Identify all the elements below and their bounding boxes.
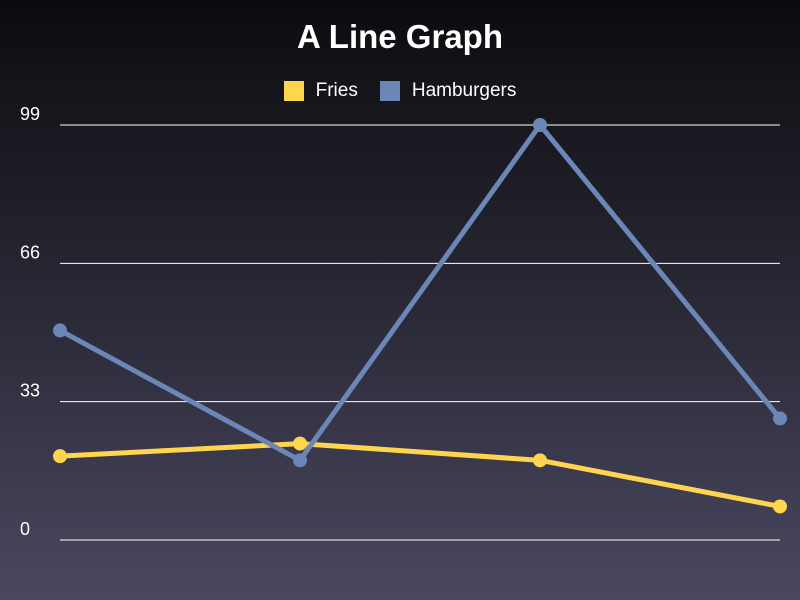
y-axis-ticks: 0 33 66 99 bbox=[20, 104, 40, 539]
legend-swatch-hamburgers bbox=[379, 81, 400, 101]
chart-legend: Fries Hamburgers bbox=[0, 80, 800, 102]
legend-item-fries[interactable]: Fries bbox=[283, 80, 358, 102]
data-point-hamburgers-3[interactable] bbox=[773, 411, 787, 426]
y-tick-label-0: 0 bbox=[20, 519, 30, 539]
series-points bbox=[53, 118, 787, 514]
y-tick-label-66: 66 bbox=[20, 242, 40, 262]
legend-item-hamburgers[interactable]: Hamburgers bbox=[379, 80, 517, 102]
chart-title: A Line Graph bbox=[297, 18, 503, 55]
data-point-hamburgers-1[interactable] bbox=[293, 453, 307, 468]
legend-swatch-fries bbox=[283, 81, 304, 101]
series-line-hamburgers bbox=[57, 122, 783, 463]
series-lines bbox=[57, 122, 783, 509]
data-point-fries-1[interactable] bbox=[293, 436, 307, 451]
data-point-fries-2[interactable] bbox=[533, 453, 547, 468]
data-point-fries-3[interactable] bbox=[773, 499, 787, 514]
legend-label-hamburgers: Hamburgers bbox=[411, 80, 517, 101]
legend-label-fries: Fries bbox=[315, 80, 358, 101]
data-point-hamburgers-2[interactable] bbox=[533, 118, 547, 132]
data-point-hamburgers-0[interactable] bbox=[53, 323, 67, 338]
series-line-fries bbox=[57, 441, 783, 509]
y-tick-label-99: 99 bbox=[20, 104, 40, 124]
data-point-fries-0[interactable] bbox=[53, 449, 67, 464]
gridlines bbox=[60, 124, 780, 541]
y-tick-label-33: 33 bbox=[20, 381, 40, 401]
